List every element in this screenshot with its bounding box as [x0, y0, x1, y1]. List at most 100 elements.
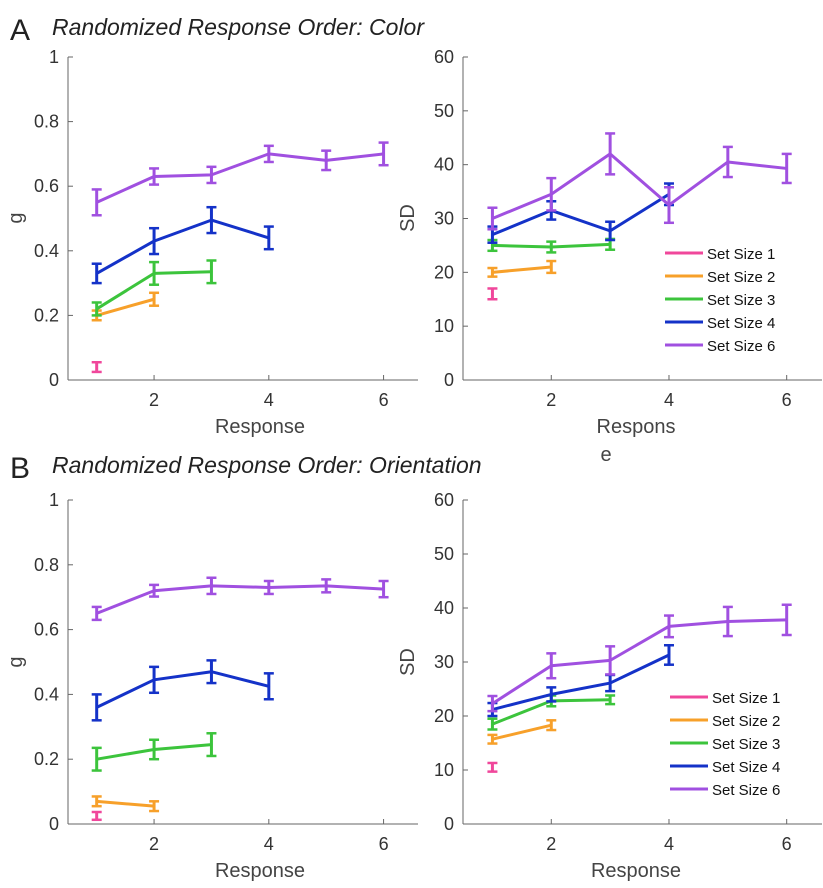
plot-b-guess-rate: 0 0.2 0.4 0.6 0.8 1 2 4 6 g Response [5, 490, 418, 882]
error-bar [263, 144, 274, 164]
data-point [726, 160, 730, 164]
series-set-size-2 [487, 719, 557, 745]
error-bar [263, 225, 274, 251]
data-point [210, 218, 213, 222]
y-tick-label: 20 [434, 706, 454, 726]
series-line [96, 670, 270, 709]
data-point [491, 233, 494, 236]
legend-label: Set Size 3 [712, 736, 780, 753]
series-set-size-4 [487, 644, 674, 718]
error-bar [487, 287, 498, 301]
error-bar [149, 226, 160, 256]
series-set-size-3 [91, 259, 217, 317]
y-tick-label: 60 [434, 490, 454, 510]
data-point [95, 201, 98, 204]
plot-a-guess-rate: 0 0.2 0.4 0.6 0.8 1 2 4 6 g Response [5, 47, 418, 438]
y-tick-label: 0.4 [34, 684, 59, 704]
series-set-size-4 [91, 659, 274, 722]
series-line [96, 584, 384, 615]
error-bar [206, 659, 217, 685]
x-axis-label: Response [591, 860, 681, 882]
data-point [382, 152, 385, 156]
y-tick-label: 10 [434, 316, 454, 336]
error-bar [487, 717, 498, 731]
x-tick-label: 2 [149, 834, 159, 854]
data-point [667, 625, 671, 628]
legend: Set Size 1 Set Size 2 Set Size 3 Set Size 4… [665, 246, 775, 355]
panel-a-letter: A [10, 14, 30, 47]
data-point [550, 245, 553, 249]
x-tick-label: 4 [264, 834, 274, 854]
legend-label: Set Size 4 [712, 759, 780, 776]
x-tick-label: 2 [149, 390, 159, 410]
error-bar [91, 301, 102, 317]
x-axis-label: Response [215, 416, 305, 438]
x-tick-label: 6 [782, 834, 792, 854]
data-point [608, 681, 612, 685]
y-tick-label: 40 [434, 598, 454, 618]
data-point [550, 193, 553, 196]
series-line [491, 152, 787, 220]
error-bar [663, 614, 674, 639]
error-bar [149, 167, 160, 186]
data-point [491, 244, 494, 247]
error-bar [149, 291, 160, 307]
data-point [267, 586, 271, 589]
data-point [491, 271, 494, 274]
y-tick-label: 0.2 [34, 305, 59, 325]
x-tick-label: 2 [546, 834, 556, 854]
series-line [492, 723, 552, 741]
x-axis-label-line: Response [591, 860, 681, 882]
y-tick-label: 50 [434, 544, 454, 564]
y-tick-label: 0 [444, 370, 454, 390]
data-point [152, 239, 156, 243]
y-axis-label: SD [397, 204, 419, 232]
data-point [550, 723, 553, 727]
error-bar [487, 266, 498, 278]
data-point [491, 738, 494, 741]
legend-label: Set Size 6 [707, 338, 775, 355]
x-tick-label: 4 [264, 390, 274, 410]
data-point [152, 298, 156, 301]
legend-label: Set Size 2 [712, 713, 780, 730]
data-point [608, 659, 612, 662]
error-bar [605, 132, 616, 176]
y-tick-label: 50 [434, 101, 454, 121]
error-bar [546, 259, 557, 275]
y-tick-label: 40 [434, 155, 454, 175]
data-point [267, 236, 271, 240]
error-bar [546, 652, 557, 680]
x-axis-label: Response [215, 860, 305, 882]
y-tick-label: 0.8 [34, 112, 59, 132]
y-axis-label: g [5, 656, 27, 667]
x-tick-label: 6 [379, 834, 389, 854]
legend-label: Set Size 2 [707, 269, 775, 286]
error-bar [605, 645, 616, 676]
error-bar [263, 579, 274, 596]
y-tick-label: 1 [49, 47, 59, 67]
error-bar [321, 578, 332, 594]
error-bar [487, 694, 498, 713]
x-axis-label-line: e [600, 444, 611, 466]
error-bar [722, 605, 733, 638]
data-point [726, 620, 730, 623]
data-point [210, 270, 213, 273]
data-point [785, 618, 788, 622]
data-point [152, 175, 156, 178]
error-bar [206, 576, 217, 596]
data-point [95, 814, 98, 818]
data-point [491, 217, 494, 220]
data-point [608, 243, 612, 246]
error-bar [149, 738, 160, 761]
data-point [267, 152, 271, 156]
data-point [608, 152, 612, 156]
data-point [324, 159, 328, 162]
series-set-size-2 [91, 795, 160, 813]
series-set-size-1 [487, 761, 498, 773]
data-point [95, 272, 98, 275]
data-point [95, 307, 98, 311]
error-bar [663, 644, 674, 666]
data-point [785, 167, 788, 170]
